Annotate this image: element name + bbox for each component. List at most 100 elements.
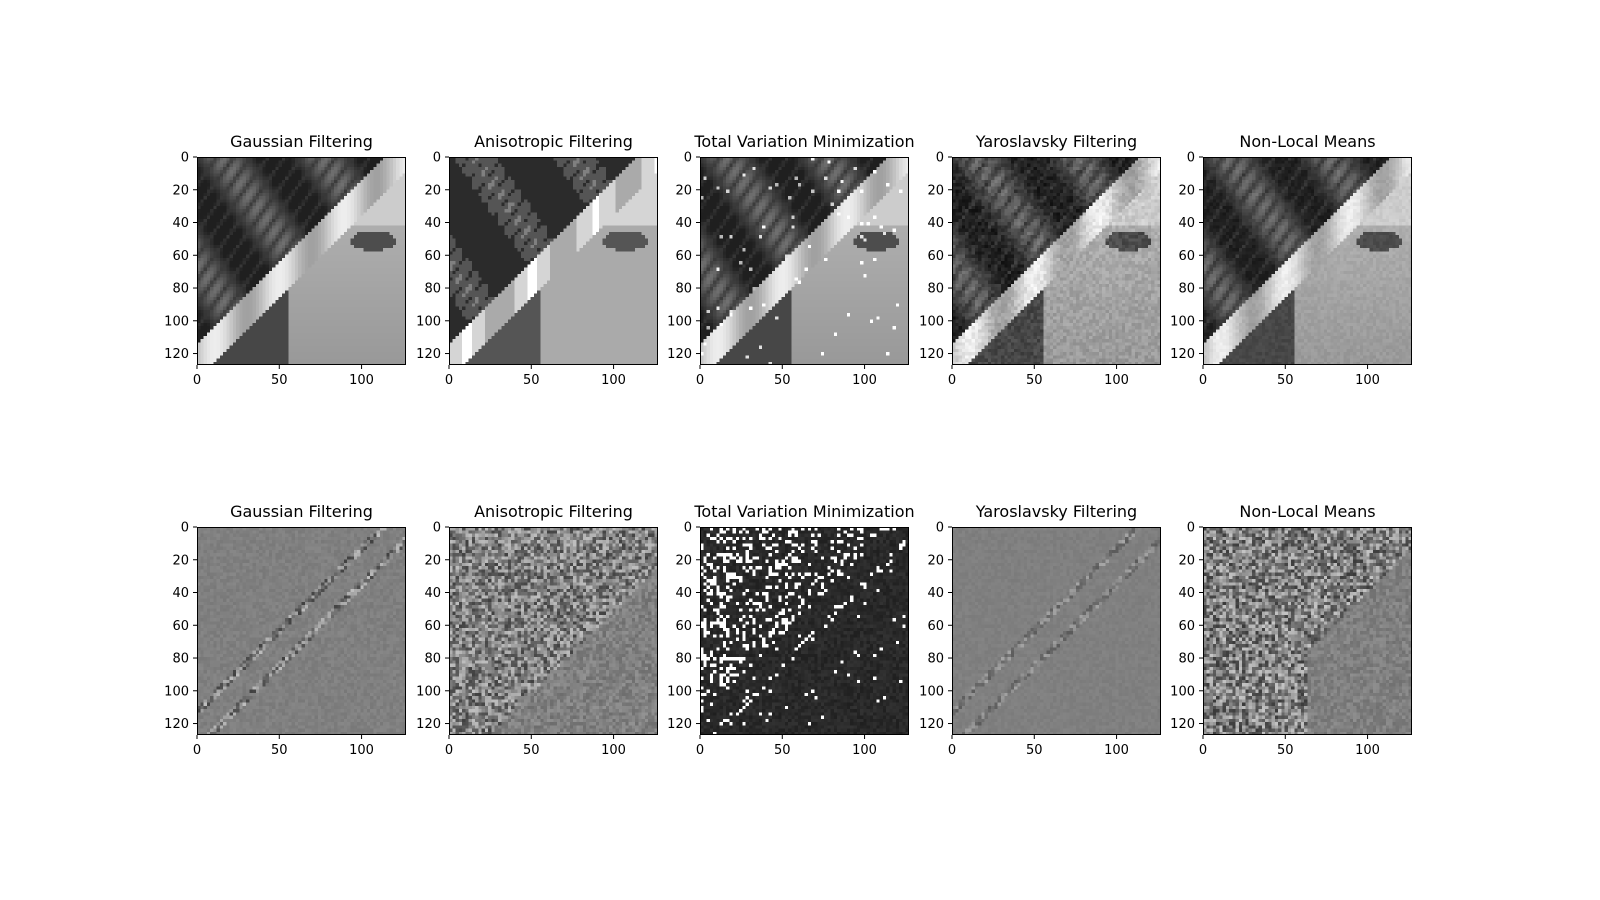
y-tick-label: 80 (172, 652, 189, 667)
y-tick-label: 0 (1187, 521, 1195, 536)
axes-frame (449, 157, 658, 365)
heatmap-image (700, 157, 909, 365)
subplot-title: Non-Local Means (1239, 132, 1375, 151)
x-tick-label: 0 (948, 373, 956, 388)
x-tick-label: 100 (1355, 373, 1380, 388)
axes-frame (952, 157, 1161, 365)
y-tick-label: 60 (1178, 619, 1195, 634)
y-tick-label: 0 (433, 151, 441, 166)
x-tick-label: 100 (1104, 373, 1129, 388)
heatmap-image (1203, 157, 1412, 365)
y-tick-label: 100 (667, 314, 692, 329)
x-tick-label: 50 (1026, 743, 1043, 758)
y-tick-label: 20 (675, 553, 692, 568)
x-tick-label: 100 (1355, 743, 1380, 758)
heatmap-image (449, 527, 658, 735)
x-tick-label: 100 (601, 373, 626, 388)
y-tick-label: 100 (416, 314, 441, 329)
y-tick-label: 40 (1178, 216, 1195, 231)
axes-frame (952, 527, 1161, 735)
y-tick-label: 80 (927, 652, 944, 667)
y-tick-label: 120 (919, 347, 944, 362)
y-tick-label: 100 (164, 314, 189, 329)
y-tick-label: 120 (1170, 347, 1195, 362)
axes-frame (700, 527, 909, 735)
y-tick-label: 60 (675, 249, 692, 264)
axes-frame (449, 527, 658, 735)
x-tick-label: 0 (1199, 743, 1207, 758)
y-tick-label: 120 (164, 717, 189, 732)
subplot-residual-2: Anisotropic Filtering 0 50 100 0 20 40 60 80 100 1… (416, 502, 658, 758)
y-tick-label: 0 (684, 151, 692, 166)
x-tick-label: 0 (193, 373, 201, 388)
y-tick-label: 80 (1178, 282, 1195, 297)
y-tick-label: 120 (667, 717, 692, 732)
y-tick-label: 60 (424, 249, 441, 264)
axes-frame (197, 157, 406, 365)
y-tick-label: 100 (1170, 314, 1195, 329)
y-tick-label: 20 (927, 183, 944, 198)
y-tick-label: 20 (424, 553, 441, 568)
x-tick-label: 0 (445, 373, 453, 388)
y-tick-label: 40 (172, 586, 189, 601)
subplot-filtered-1: Gaussian Filtering 0 50 100 0 20 40 60 80 100 120 (164, 132, 406, 388)
x-tick-label: 50 (271, 373, 288, 388)
y-tick-label: 60 (172, 249, 189, 264)
y-tick-label: 80 (1178, 652, 1195, 667)
x-tick-label: 100 (601, 743, 626, 758)
y-tick-label: 0 (1187, 151, 1195, 166)
y-tick-label: 0 (936, 521, 944, 536)
y-tick-label: 40 (424, 216, 441, 231)
y-tick-label: 40 (1178, 586, 1195, 601)
y-tick-label: 0 (684, 521, 692, 536)
y-tick-label: 20 (172, 183, 189, 198)
heatmap-image (700, 527, 909, 735)
x-tick-label: 100 (852, 373, 877, 388)
y-tick-label: 40 (675, 216, 692, 231)
subplot-title: Yaroslavsky Filtering (975, 132, 1137, 151)
y-tick-label: 60 (927, 619, 944, 634)
x-tick-label: 0 (193, 743, 201, 758)
subplot-title: Anisotropic Filtering (474, 502, 633, 521)
y-tick-label: 0 (433, 521, 441, 536)
x-tick-label: 100 (349, 373, 374, 388)
subplot-title: Gaussian Filtering (230, 132, 373, 151)
y-tick-label: 20 (172, 553, 189, 568)
heatmap-image (197, 157, 406, 365)
axes-frame (1203, 157, 1412, 365)
y-tick-label: 60 (927, 249, 944, 264)
y-tick-label: 120 (416, 717, 441, 732)
x-tick-label: 50 (774, 373, 791, 388)
y-tick-label: 40 (927, 216, 944, 231)
y-tick-label: 120 (667, 347, 692, 362)
y-tick-label: 60 (1178, 249, 1195, 264)
axes-frame (1203, 527, 1412, 735)
x-tick-label: 50 (523, 743, 540, 758)
x-tick-label: 100 (852, 743, 877, 758)
y-tick-label: 100 (1170, 684, 1195, 699)
x-tick-label: 50 (1026, 373, 1043, 388)
y-tick-label: 40 (675, 586, 692, 601)
x-tick-label: 0 (948, 743, 956, 758)
y-tick-label: 100 (416, 684, 441, 699)
y-tick-label: 60 (172, 619, 189, 634)
y-tick-label: 80 (675, 282, 692, 297)
y-tick-label: 20 (1178, 183, 1195, 198)
y-tick-label: 0 (181, 521, 189, 536)
y-tick-label: 80 (927, 282, 944, 297)
subplot-title: Total Variation Minimization (693, 502, 914, 521)
y-tick-label: 20 (927, 553, 944, 568)
y-tick-label: 80 (172, 282, 189, 297)
x-tick-label: 50 (1277, 373, 1294, 388)
y-tick-label: 60 (424, 619, 441, 634)
subplot-title: Total Variation Minimization (693, 132, 914, 151)
subplot-residual-1: Gaussian Filtering 0 50 100 0 20 40 60 80 100 120 (164, 502, 406, 758)
y-tick-label: 20 (1178, 553, 1195, 568)
heatmap-image (952, 527, 1161, 735)
x-tick-label: 50 (774, 743, 791, 758)
subplot-grid: Gaussian Filtering 0 50 100 0 20 40 60 80 100 120 A… (164, 132, 1412, 758)
heatmap-image (1203, 527, 1412, 735)
x-tick-label: 50 (271, 743, 288, 758)
